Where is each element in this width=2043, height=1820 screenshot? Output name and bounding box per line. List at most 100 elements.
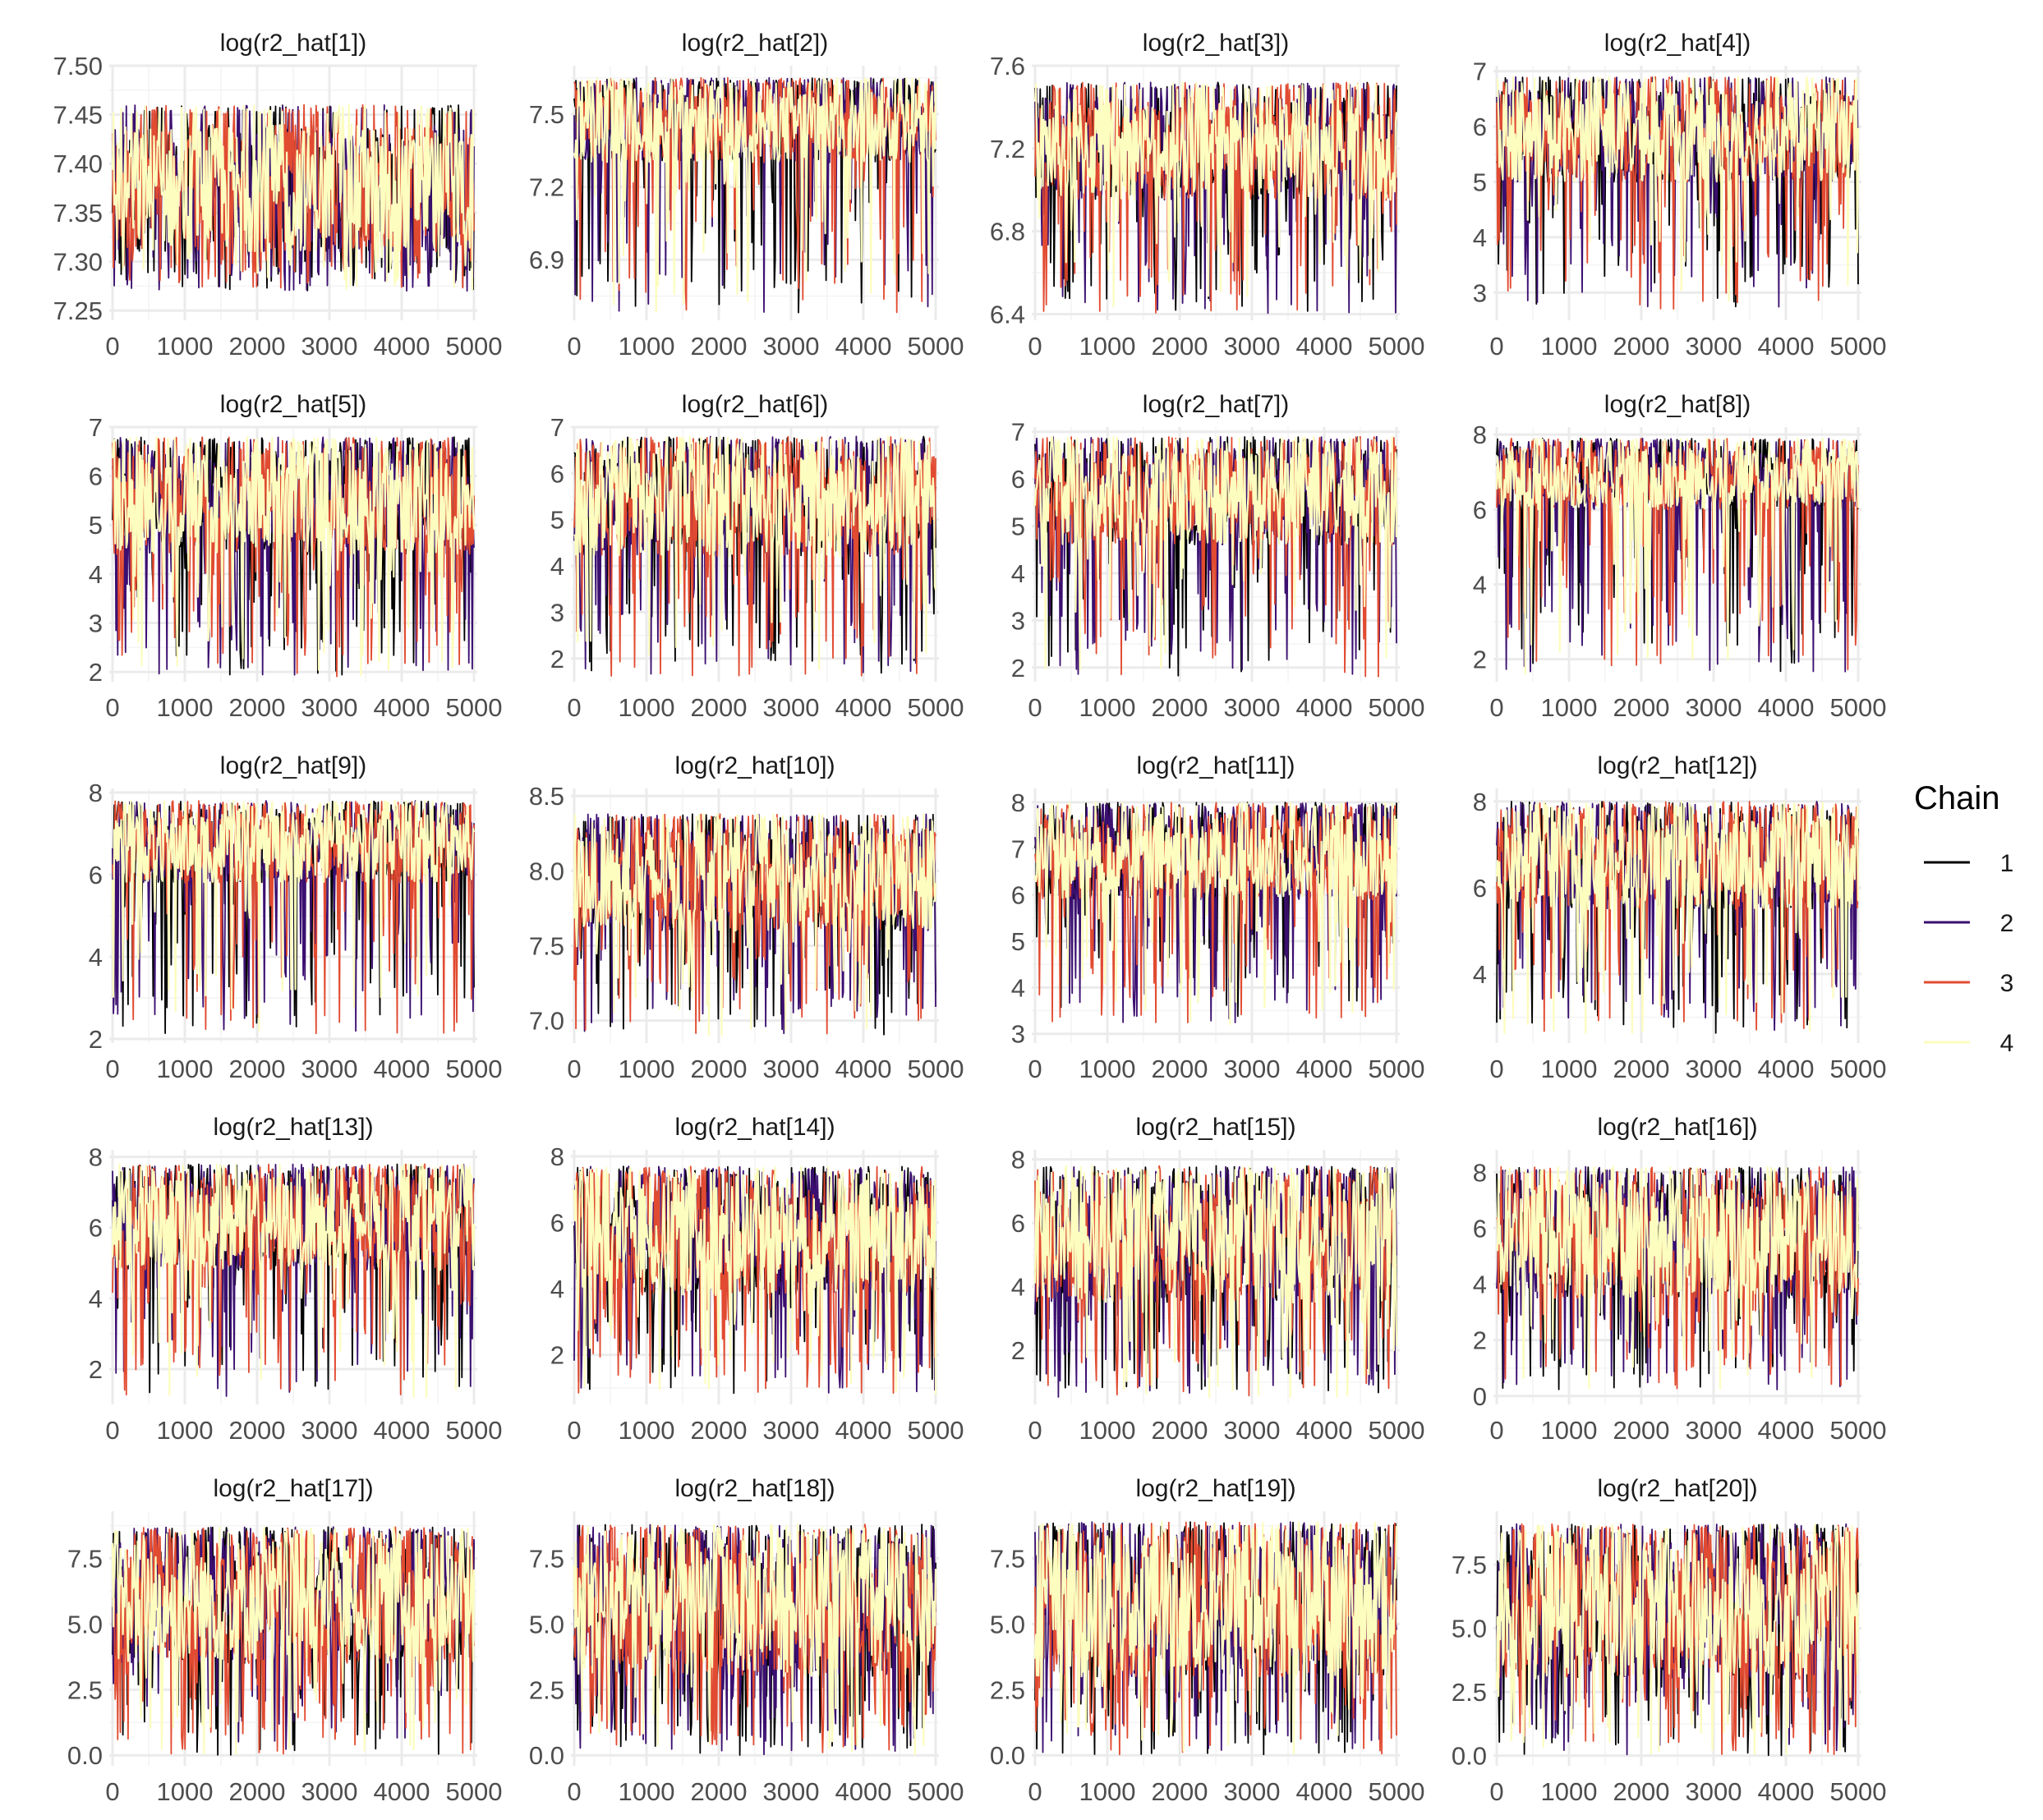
y-tick-label: 5 bbox=[89, 511, 103, 540]
y-tick-label: 6 bbox=[550, 459, 564, 488]
x-tick-label: 3000 bbox=[1686, 1416, 1742, 1445]
x-tick-label: 3000 bbox=[1224, 1416, 1281, 1445]
x-tick-label: 0 bbox=[1489, 693, 1503, 722]
x-tick-label: 4000 bbox=[374, 1055, 430, 1083]
chain-4-trace bbox=[1496, 76, 1860, 302]
panel-title: log(r2_hat[13]) bbox=[213, 1114, 373, 1141]
x-tick-label: 3000 bbox=[1686, 1055, 1742, 1083]
y-tick-label: 7.45 bbox=[53, 101, 103, 130]
panel-title: log(r2_hat[16]) bbox=[1597, 1114, 1757, 1141]
x-tick-label: 5000 bbox=[1369, 1777, 1425, 1806]
panel: 2 3 4 5 6 7 0 1000 2000 3000 4000 5000 log(r2_hat[5]… bbox=[89, 391, 503, 722]
x-tick-label: 4000 bbox=[835, 1777, 892, 1806]
panel-title: log(r2_hat[19]) bbox=[1135, 1475, 1295, 1502]
y-tick-label: 3 bbox=[1011, 1020, 1025, 1049]
x-tick-label: 2000 bbox=[1613, 1055, 1670, 1083]
legend-item: 3 bbox=[1924, 970, 2013, 997]
x-tick-label: 4000 bbox=[1296, 1416, 1353, 1445]
y-tick-label: 7 bbox=[1011, 834, 1025, 863]
y-tick-label: 8 bbox=[1011, 1146, 1025, 1174]
y-tick-label: 2 bbox=[550, 1341, 564, 1370]
x-tick-label: 5000 bbox=[446, 1055, 503, 1083]
y-tick-label: 3 bbox=[89, 609, 103, 637]
y-tick-label: 6 bbox=[1473, 1214, 1487, 1243]
y-tick-label: 4 bbox=[1011, 559, 1025, 588]
x-tick-label: 3000 bbox=[1224, 332, 1281, 361]
x-tick-label: 2000 bbox=[229, 693, 286, 722]
x-tick-label: 3000 bbox=[1686, 332, 1742, 361]
legend-label: 2 bbox=[2000, 910, 2014, 937]
y-tick-label: 7.6 bbox=[990, 52, 1025, 80]
panel-title: log(r2_hat[11]) bbox=[1137, 752, 1295, 779]
x-tick-label: 1000 bbox=[1079, 1777, 1136, 1806]
x-tick-label: 4000 bbox=[374, 332, 430, 361]
y-tick-label: 8.5 bbox=[529, 782, 564, 811]
panel: 0.0 2.5 5.0 7.5 0 1000 2000 3000 4000 5000 log(r2_… bbox=[1452, 1475, 1887, 1806]
x-tick-label: 0 bbox=[105, 693, 119, 722]
panel-title: log(r2_hat[3]) bbox=[1143, 30, 1289, 57]
x-tick-label: 3000 bbox=[763, 1055, 820, 1083]
x-tick-label: 1000 bbox=[1079, 1055, 1136, 1083]
x-tick-label: 4000 bbox=[1296, 332, 1353, 361]
x-tick-label: 1000 bbox=[1541, 332, 1598, 361]
panel-title: log(r2_hat[8]) bbox=[1604, 391, 1751, 418]
panel: 2 3 4 5 6 7 0 1000 2000 3000 4000 5000 log(r2_hat[7]… bbox=[1011, 391, 1425, 722]
y-tick-label: 2 bbox=[89, 658, 103, 687]
x-tick-label: 2000 bbox=[229, 1777, 286, 1806]
y-tick-label: 8 bbox=[1473, 788, 1487, 816]
panel-title: log(r2_hat[6]) bbox=[682, 391, 828, 418]
x-tick-label: 5000 bbox=[908, 1055, 964, 1083]
x-tick-label: 0 bbox=[567, 693, 581, 722]
panel-title: log(r2_hat[4]) bbox=[1604, 30, 1751, 57]
x-tick-label: 1000 bbox=[1541, 693, 1598, 722]
y-tick-label: 8 bbox=[89, 1143, 103, 1172]
x-tick-label: 4000 bbox=[835, 1416, 892, 1445]
y-tick-label: 5.0 bbox=[990, 1610, 1025, 1638]
x-tick-label: 2000 bbox=[229, 1416, 286, 1445]
x-tick-label: 4000 bbox=[835, 332, 892, 361]
y-tick-label: 3 bbox=[1473, 278, 1487, 307]
x-tick-label: 2000 bbox=[691, 1055, 748, 1083]
x-tick-label: 1000 bbox=[619, 332, 675, 361]
x-tick-label: 1000 bbox=[1079, 693, 1136, 722]
chain-4-trace bbox=[573, 1524, 937, 1756]
x-tick-label: 4000 bbox=[1758, 1416, 1815, 1445]
y-tick-label: 0.0 bbox=[529, 1741, 564, 1770]
x-tick-label: 1000 bbox=[1541, 1416, 1598, 1445]
chain-4-trace bbox=[1033, 1165, 1398, 1399]
x-tick-label: 5000 bbox=[446, 1416, 503, 1445]
panel: 7.0 7.5 8.0 8.5 0 1000 2000 3000 4000 5000 log(r2_… bbox=[529, 752, 964, 1083]
y-tick-label: 6 bbox=[89, 861, 103, 889]
y-tick-label: 6.8 bbox=[990, 218, 1025, 246]
x-tick-label: 2000 bbox=[1152, 1777, 1208, 1806]
x-tick-label: 0 bbox=[105, 1416, 119, 1445]
legend-title: Chain bbox=[1914, 780, 2000, 816]
y-tick-label: 4 bbox=[1011, 973, 1025, 1002]
legend: Chain 1 2 3 4 bbox=[1914, 780, 2013, 1057]
y-tick-label: 6 bbox=[1473, 874, 1487, 903]
y-tick-label: 7.2 bbox=[529, 173, 564, 202]
y-tick-label: 7.5 bbox=[529, 100, 564, 129]
x-tick-label: 1000 bbox=[1541, 1055, 1598, 1083]
y-tick-label: 0.0 bbox=[990, 1741, 1025, 1770]
panel-title: log(r2_hat[17]) bbox=[213, 1475, 373, 1502]
x-tick-label: 5000 bbox=[1830, 693, 1887, 722]
x-tick-label: 1000 bbox=[1079, 1416, 1136, 1445]
y-tick-label: 6.4 bbox=[990, 300, 1025, 329]
x-tick-label: 2000 bbox=[691, 693, 748, 722]
legend-label: 3 bbox=[2000, 970, 2014, 997]
x-tick-label: 3000 bbox=[1224, 693, 1281, 722]
legend-label: 4 bbox=[2000, 1030, 2014, 1057]
chain-4-trace bbox=[1495, 801, 1860, 1035]
x-tick-label: 5000 bbox=[446, 1777, 503, 1806]
x-tick-label: 5000 bbox=[1830, 332, 1887, 361]
x-tick-label: 5000 bbox=[446, 332, 503, 361]
x-tick-label: 2000 bbox=[1613, 1416, 1670, 1445]
x-tick-label: 0 bbox=[1028, 1055, 1042, 1083]
x-tick-label: 5000 bbox=[1369, 1055, 1425, 1083]
x-tick-label: 1000 bbox=[157, 1055, 214, 1083]
x-tick-label: 3000 bbox=[301, 1055, 358, 1083]
x-tick-label: 5000 bbox=[446, 693, 503, 722]
x-tick-label: 4000 bbox=[1296, 1777, 1353, 1806]
